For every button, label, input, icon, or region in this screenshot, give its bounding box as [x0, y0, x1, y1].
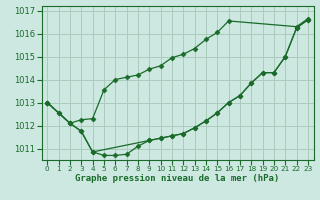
X-axis label: Graphe pression niveau de la mer (hPa): Graphe pression niveau de la mer (hPa): [76, 174, 280, 183]
